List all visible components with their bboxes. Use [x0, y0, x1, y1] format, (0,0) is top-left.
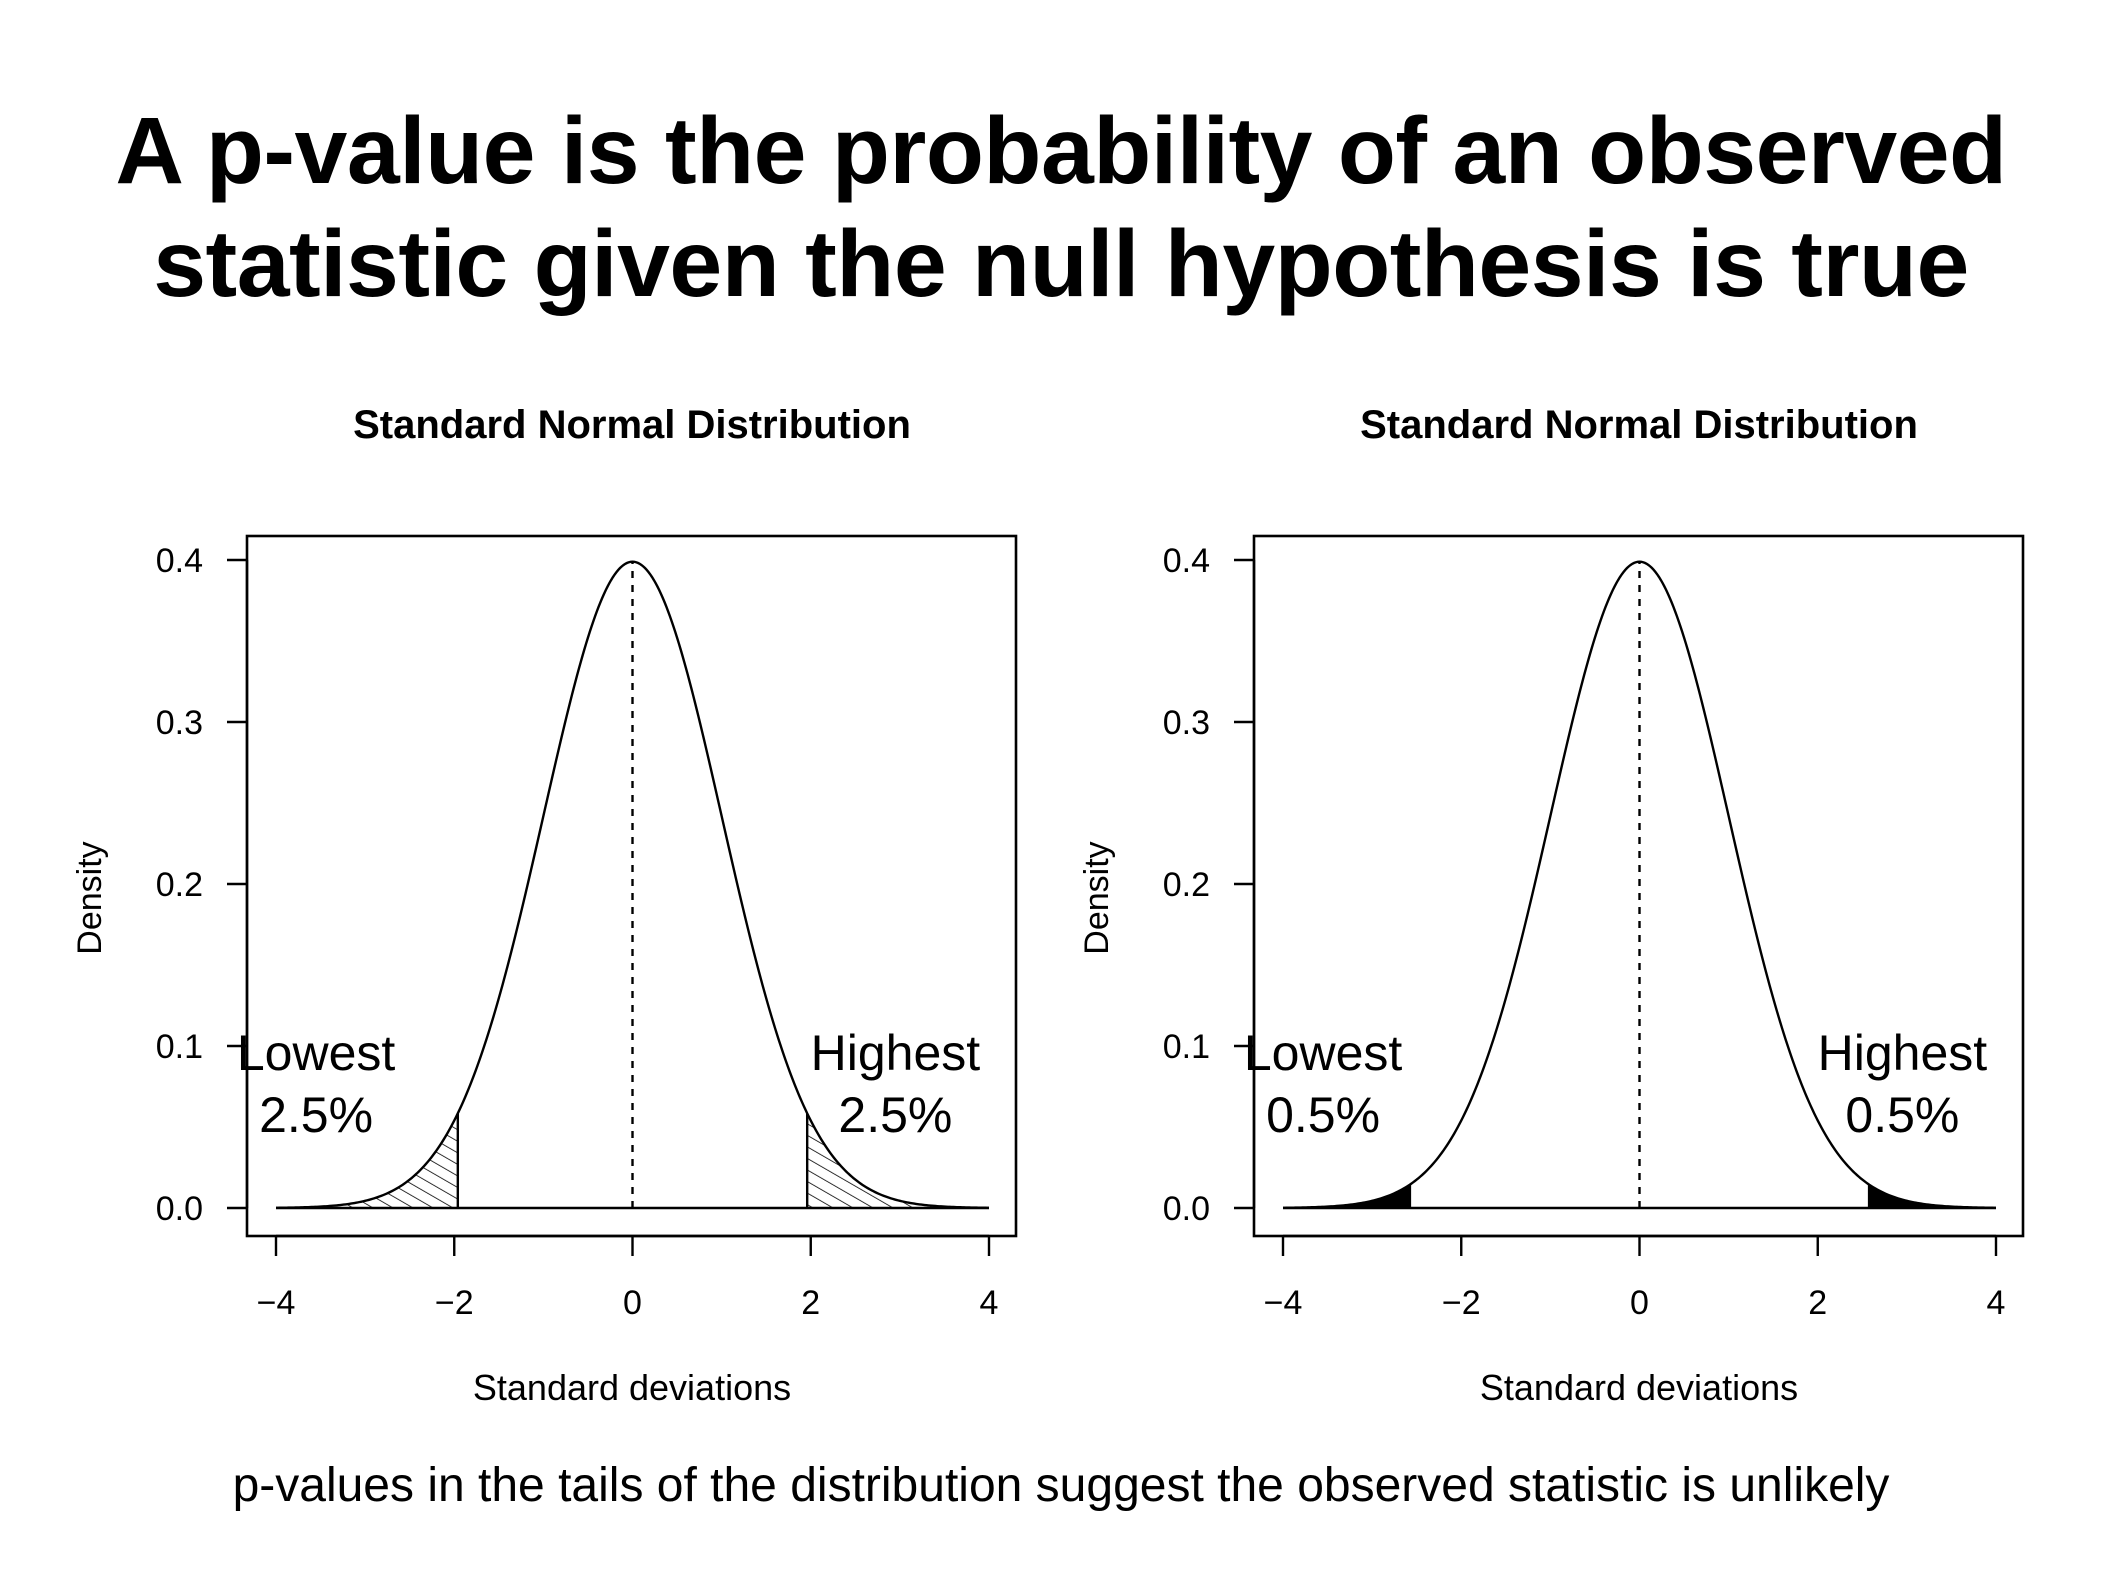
chart-1-tail-region-2 [807, 1113, 989, 1208]
chart-1-x-tick-label: −2 [435, 1284, 474, 1322]
chart-1-y-tick-label: 0.3 [156, 704, 203, 742]
chart-1-x-tick-label: 2 [801, 1284, 820, 1322]
chart-2-x-tick-label: −2 [1442, 1284, 1481, 1322]
chart-2-annotation-left-label: Lowest [1244, 1025, 1403, 1081]
chart-1-annotation-left-label: Lowest [237, 1025, 396, 1081]
chart-2-tail-region-1 [1283, 1184, 1410, 1208]
chart-2-y-tick-label: 0.1 [1163, 1028, 1210, 1066]
chart-2-annotation-right-percent: 0.5% [1845, 1087, 1959, 1143]
chart-2-x-tick-label: 0 [1630, 1284, 1649, 1322]
slide-title: A p-value is the probability of an obser… [0, 95, 2122, 321]
chart-2-x-tick-label: 2 [1808, 1284, 1827, 1322]
chart-1-y-tick-label: 0.2 [156, 866, 203, 904]
chart-1-y-tick-label: 0.4 [156, 542, 203, 580]
chart-2-y-tick-label: 0.4 [1163, 542, 1210, 580]
chart-2-y-tick-label: 0.0 [1163, 1190, 1210, 1228]
chart-1-y-axis-title: Density [71, 841, 109, 954]
chart-2-density-curve [1282, 560, 1997, 1209]
chart-1-annotation-right-percent: 2.5% [838, 1087, 952, 1143]
chart-2-x-tick-label: 4 [1987, 1284, 2006, 1322]
chart-2-tail-region-2 [1869, 1184, 1996, 1208]
chart-1-title: Standard Normal Distribution [353, 403, 911, 447]
chart-1-annotation-right-label: Highest [811, 1025, 981, 1081]
chart-1-density-curve [275, 560, 990, 1209]
chart-1-annotation-left-percent: 2.5% [259, 1087, 373, 1143]
chart-2-x-axis-title: Standard deviations [1480, 1367, 1798, 1408]
chart-2-annotation-left-percent: 0.5% [1266, 1087, 1380, 1143]
chart-2-title: Standard Normal Distribution [1360, 403, 1918, 447]
chart-1-tail-region-1 [276, 1113, 458, 1208]
chart-1-x-axis-title: Standard deviations [473, 1367, 791, 1408]
slide-title-line-2: statistic given the null hypothesis is t… [153, 211, 1969, 317]
chart-2-y-tick-label: 0.3 [1163, 704, 1210, 742]
chart-2-x-tick-label: −4 [1264, 1284, 1303, 1322]
chart-1-x-tick-label: −4 [257, 1284, 296, 1322]
chart-1-y-tick-label: 0.0 [156, 1190, 203, 1228]
chart-1-x-tick-label: 0 [623, 1284, 642, 1322]
chart-1-y-tick-label: 0.1 [156, 1028, 203, 1066]
chart-2-y-tick-label: 0.2 [1163, 866, 1210, 904]
slide-title-line-1: A p-value is the probability of an obser… [115, 98, 2007, 204]
chart-2-y-axis-title: Density [1078, 841, 1116, 954]
slide-caption: p-values in the tails of the distributio… [232, 1459, 1890, 1512]
chart-1-x-tick-label: 4 [980, 1284, 999, 1322]
chart-2-annotation-right-label: Highest [1818, 1025, 1988, 1081]
